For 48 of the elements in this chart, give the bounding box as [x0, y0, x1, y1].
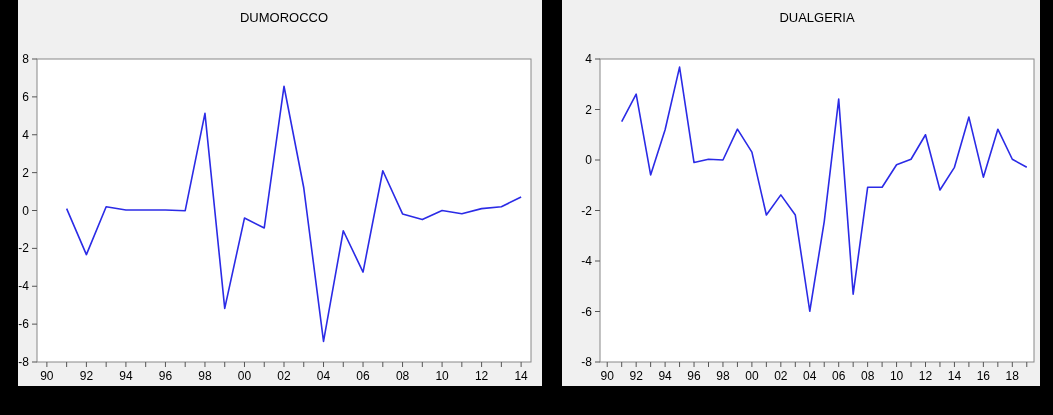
x-tick-label: 96	[158, 369, 173, 383]
x-tick-label: 12	[474, 369, 489, 383]
x-tick-label: 14	[514, 369, 529, 383]
y-tick-label: 4	[22, 127, 30, 142]
y-tick-label: -8	[581, 355, 593, 369]
x-tick-label: 94	[119, 369, 133, 383]
x-tick-label: 12	[918, 369, 933, 383]
x-tick-label: 90	[600, 369, 615, 383]
x-tick-label: 10	[435, 369, 450, 383]
x-tick-label: 90	[40, 369, 54, 383]
y-tick-label: 8	[22, 52, 30, 66]
y-tick-label: -2	[581, 203, 593, 218]
y-tick-label: 0	[585, 153, 593, 167]
y-tick-label: 0	[22, 203, 30, 218]
y-tick-label: -6	[18, 317, 30, 332]
x-tick-label: 96	[687, 369, 702, 383]
x-tick-label: 14	[947, 369, 962, 383]
y-tick-label: -2	[18, 241, 30, 256]
x-tick-label: 08	[860, 369, 875, 383]
y-tick-label: -8	[18, 355, 30, 369]
x-tick-label: 02	[774, 369, 788, 383]
x-tick-label: 04	[803, 369, 817, 383]
y-tick-label: 2	[22, 165, 30, 180]
x-tick-label: 06	[832, 369, 846, 383]
x-tick-label: 98	[716, 369, 730, 383]
x-tick-label: 94	[658, 369, 673, 383]
x-tick-label: 16	[976, 369, 991, 383]
line-series	[620, 66, 1028, 313]
y-tick-label: -6	[581, 304, 593, 319]
x-tick-label: 00	[237, 369, 252, 383]
x-tick-label: 06	[356, 369, 371, 383]
y-tick-label: 2	[585, 102, 593, 117]
chart-title: DUMOROCCO	[239, 10, 329, 25]
y-tick-label: 4	[585, 52, 593, 66]
x-tick-label: 02	[277, 369, 291, 383]
x-tick-label: 08	[395, 369, 410, 383]
x-tick-label: 18	[1005, 369, 1020, 383]
x-tick-label: 00	[745, 369, 759, 383]
x-tick-label: 98	[198, 369, 212, 383]
x-tick-label: 04	[316, 369, 331, 383]
y-tick-label: -4	[581, 254, 593, 268]
line-series	[65, 85, 522, 343]
x-tick-label: 10	[889, 369, 904, 383]
y-tick-label: -4	[18, 279, 30, 294]
x-tick-label: 92	[629, 369, 644, 383]
x-tick-label: 92	[79, 369, 94, 383]
y-tick-label: 6	[22, 89, 30, 104]
chart-title: DUALGERIA	[779, 10, 855, 25]
